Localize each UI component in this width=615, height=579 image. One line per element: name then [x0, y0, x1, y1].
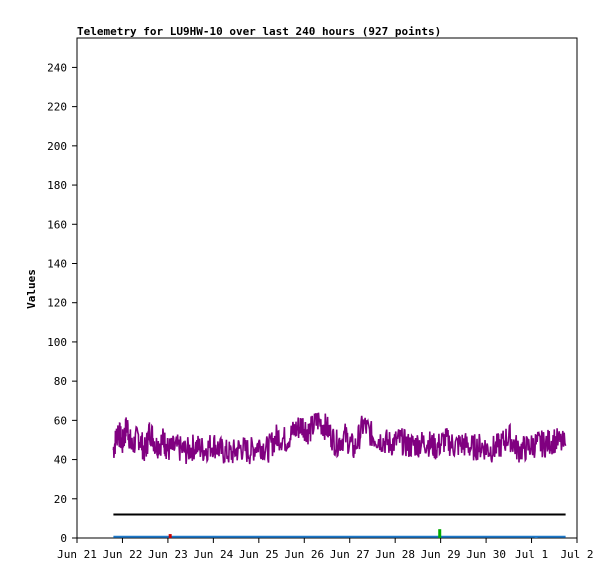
x-tick-label: Jun 23 — [148, 548, 188, 561]
x-tick-label: Jun 26 — [284, 548, 324, 561]
x-tick-label: Jun 27 — [330, 548, 370, 561]
y-tick-label: 100 — [47, 336, 67, 349]
spike-mark — [534, 536, 538, 538]
x-tick-label: Jun 29 — [421, 548, 461, 561]
y-axis-label: Values — [25, 269, 38, 309]
y-tick-label: 0 — [60, 532, 67, 545]
y-tick-label: 220 — [47, 101, 67, 114]
y-axis: 0 20 40 60 80 100 120 140 160 180 200 220 240 — [47, 61, 77, 545]
y-tick-label: 120 — [47, 297, 67, 310]
y-tick-label: 60 — [54, 414, 67, 427]
x-tick-label: Jun 21 — [57, 548, 97, 561]
y-tick-label: 40 — [54, 454, 67, 467]
y-tick-label: 20 — [54, 493, 67, 506]
chart-title: Telemetry for LU9HW-10 over last 240 hou… — [77, 25, 441, 38]
plot-area — [76, 37, 578, 539]
y-tick-label: 180 — [47, 179, 67, 192]
x-tick-label: Jul 1 — [515, 548, 548, 561]
y-tick-label: 240 — [47, 61, 67, 74]
y-tick-label: 140 — [47, 257, 67, 270]
spike-mark — [168, 534, 172, 538]
spike-mark — [438, 529, 442, 538]
x-tick-label: Jun 25 — [239, 548, 279, 561]
x-tick-label: Jun 24 — [193, 548, 233, 561]
y-tick-label: 80 — [54, 375, 67, 388]
series-group — [112, 412, 567, 538]
y-tick-label: 200 — [47, 140, 67, 153]
y-tick-label: 160 — [47, 218, 67, 231]
x-axis: Jun 21 Jun 22 Jun 23 Jun 24 Jun 25 Jun 26 Jun … — [57, 538, 594, 561]
x-tick-label: Jun 30 — [466, 548, 506, 561]
x-tick-label: Jun 28 — [375, 548, 415, 561]
x-tick-label: Jul 2 — [560, 548, 593, 561]
series-line-purple — [112, 412, 567, 465]
x-tick-label: Jun 22 — [103, 548, 143, 561]
